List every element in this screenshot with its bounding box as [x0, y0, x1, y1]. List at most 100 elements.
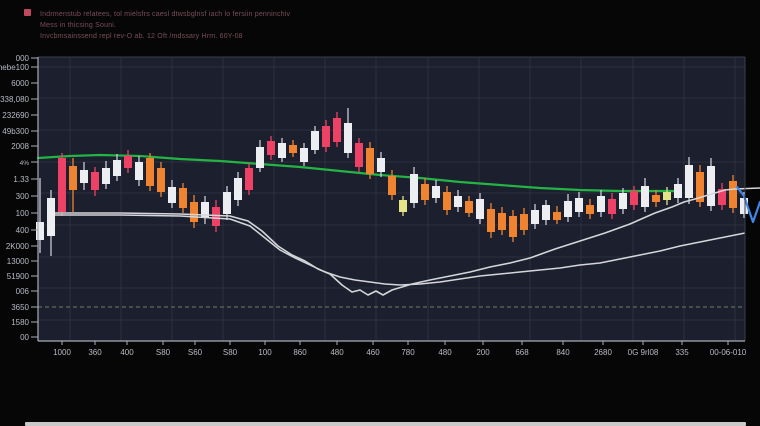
x-tick-label: 2680 [594, 348, 612, 357]
y-tick-label: 49b300 [2, 127, 29, 136]
y-tick-label: 006 [16, 287, 30, 296]
ma-line-gray-fast [55, 187, 760, 296]
ma-line-gray-slow [55, 214, 746, 286]
y-tick-label: 100 [16, 209, 30, 218]
candle-body [190, 202, 198, 222]
y-tick-label: 3650 [11, 303, 29, 312]
x-tick-label: 100 [258, 348, 272, 357]
plot-borders [37, 56, 746, 342]
y-tick-label: 300 [16, 192, 30, 201]
candle-body [630, 191, 638, 205]
candle-body [212, 207, 220, 226]
candle-body [597, 196, 605, 212]
candle-body [267, 141, 275, 155]
candle-body [91, 172, 99, 190]
candle-body [509, 216, 517, 237]
candle-body [377, 158, 385, 172]
y-tick-label: 232690 [2, 111, 29, 120]
y-tick-label: 2K000 [6, 242, 30, 251]
x-axis-labels: 1000 360 400 S80 S60 S80 100 860 480 460 780 480 200… [53, 341, 747, 357]
header-line-2: Mess in thicsing Souni. [40, 22, 117, 29]
candle-body [729, 181, 737, 208]
y-tick-label: 000 [16, 54, 30, 63]
candle-body [245, 168, 253, 190]
candle-body [740, 198, 748, 214]
candle-body [652, 195, 660, 202]
bullet-square-icon [24, 9, 31, 16]
x-tick-label: 200 [476, 348, 490, 357]
candle-body [234, 178, 242, 200]
candle-body [201, 202, 209, 218]
candle-body [619, 193, 627, 209]
candle-body [685, 165, 693, 198]
candle-body [421, 184, 429, 200]
candle-body [157, 168, 165, 192]
candle-body [542, 205, 550, 220]
forecast-line-blue [735, 185, 760, 224]
candle-body [531, 210, 539, 224]
candle-body [608, 199, 616, 214]
chart-header: Indrmenstub relatees, tol mielsfrs caesl… [0, 0, 760, 50]
candle-body [707, 166, 715, 206]
candle-body [69, 166, 77, 190]
x-tick-label: 400 [120, 348, 134, 357]
candle-body [135, 162, 143, 180]
candle-body [476, 199, 484, 219]
candle-body [487, 209, 495, 232]
x-tick-label: S80 [156, 348, 171, 357]
candle-body [641, 186, 649, 207]
candle-body [113, 160, 121, 176]
candle-body [498, 213, 506, 230]
candle-body [322, 126, 330, 147]
y-tick-label: 2008 [11, 142, 29, 151]
y-tick-label: 338,080 [0, 95, 29, 104]
candle-body [520, 214, 528, 230]
candle-body [564, 201, 572, 217]
candle-body [311, 131, 319, 150]
x-tick-label: 860 [293, 348, 307, 357]
candle-body [465, 201, 473, 213]
x-tick-label: 460 [366, 348, 380, 357]
x-tick-label: 668 [515, 348, 529, 357]
y-tick-label: 400 [16, 226, 30, 235]
x-tick-label: S60 [188, 348, 203, 357]
candle-body [366, 148, 374, 174]
candle-body [586, 205, 594, 214]
candle-body [36, 222, 44, 240]
candle-body [344, 123, 352, 153]
candle-body [333, 118, 341, 142]
y-tick-label: 51900 [7, 272, 30, 281]
y-tick-label: 1580 [11, 318, 29, 327]
candle-body [80, 170, 88, 183]
candle-body [58, 158, 66, 212]
candle-body [256, 147, 264, 168]
x-tick-label: 360 [88, 348, 102, 357]
ma-line-green [36, 153, 682, 193]
x-tick-label: 1000 [53, 348, 71, 357]
x-tick-label: 480 [330, 348, 344, 357]
y-tick-label: 00 [20, 333, 29, 342]
candle-body [674, 184, 682, 198]
candle-body [124, 156, 132, 168]
candle-body [718, 189, 726, 205]
candle-body [47, 198, 55, 236]
x-tick-label: 0G 9rl08 [628, 348, 659, 357]
candle-body [553, 212, 561, 220]
candle-body [300, 148, 308, 162]
header-line-3: Invcbmsainssend repl rev-O ab. 12 Oft /m… [40, 33, 243, 40]
x-tick-label: 840 [556, 348, 570, 357]
candle-body [399, 200, 407, 212]
x-tick-label: S80 [223, 348, 238, 357]
candle-body [278, 143, 286, 158]
candlestick-series [36, 108, 748, 256]
candle-body [410, 174, 418, 203]
y-tick-label: 13000 [7, 257, 30, 266]
candle-body [168, 187, 176, 203]
candle-body [443, 192, 451, 210]
candle-body [663, 192, 671, 200]
x-tick-label: 335 [675, 348, 689, 357]
y-tick-label: hebe100 [0, 63, 30, 72]
